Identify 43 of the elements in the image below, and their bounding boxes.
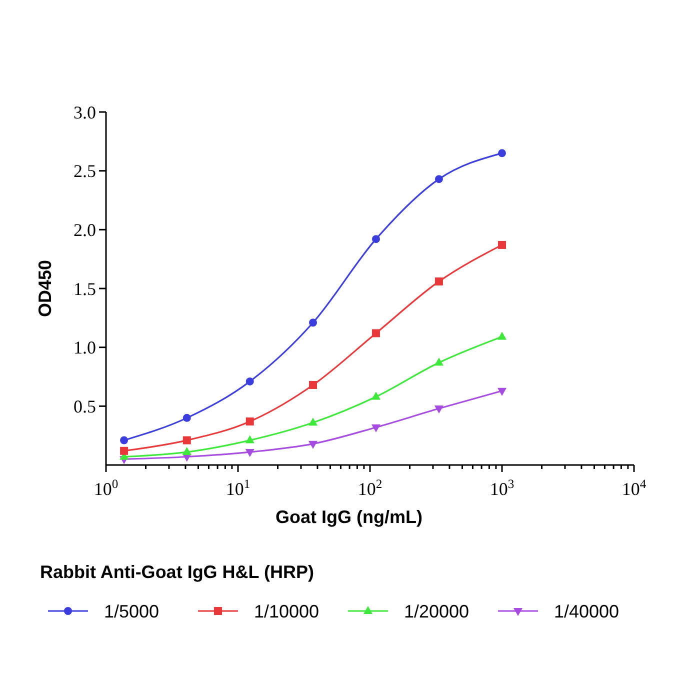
legend-title: Rabbit Anti-Goat IgG H&L (HRP): [40, 562, 314, 582]
point: [372, 329, 380, 338]
point: [498, 388, 506, 396]
point: [120, 446, 128, 455]
point: [309, 380, 318, 389]
point: [434, 406, 444, 414]
point: [371, 424, 380, 432]
point: [434, 358, 444, 366]
point: [434, 175, 443, 184]
x-tick-label: 10$^{0}$: [94, 477, 118, 499]
y-tick-label: 0.5: [74, 396, 96, 416]
point: [245, 449, 254, 458]
point: [308, 440, 318, 449]
point: [498, 240, 506, 249]
point: [498, 332, 506, 340]
point: [246, 417, 254, 426]
y-axis-title: OD450: [35, 260, 55, 318]
point: [308, 418, 318, 426]
y-tick-label: 3.0: [74, 102, 96, 122]
y-tick-label: 2.0: [74, 220, 96, 240]
y-tick-label: 1.5: [74, 278, 96, 299]
legend-label: 1/40000: [554, 601, 620, 622]
legend-label: 1/5000: [104, 601, 160, 622]
point: [182, 447, 192, 456]
x-axis-title: Goat IgG (ng/mL): [276, 507, 422, 527]
point: [182, 436, 191, 444]
x-tick-label: 10$^{1}$: [226, 477, 250, 499]
x-tick-label: 10$^{2}$: [358, 477, 382, 499]
point: [498, 149, 506, 158]
legend-label: 1/20000: [404, 601, 470, 622]
point: [309, 318, 318, 327]
point: [182, 414, 191, 422]
y-tick-label: 1.0: [74, 338, 96, 358]
point: [245, 435, 254, 444]
point: [120, 436, 128, 444]
point: [371, 392, 380, 400]
x-tick-label: 10$^{4}$: [622, 477, 647, 499]
legend-label: 1/10000: [254, 601, 320, 622]
x-tick-label: 10$^{3}$: [490, 477, 514, 499]
point: [246, 377, 254, 386]
y-tick-label: 2.5: [74, 161, 96, 182]
point: [434, 277, 443, 286]
point: [372, 235, 380, 244]
